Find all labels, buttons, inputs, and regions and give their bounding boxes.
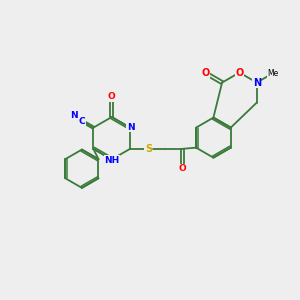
Text: N: N — [70, 111, 78, 120]
Text: O: O — [178, 164, 186, 173]
Text: N: N — [127, 122, 134, 131]
Text: Me: Me — [268, 68, 279, 77]
Text: C: C — [78, 117, 85, 126]
Text: O: O — [235, 68, 244, 78]
Text: NH: NH — [104, 155, 119, 164]
Text: O: O — [201, 68, 210, 78]
Text: S: S — [145, 144, 152, 154]
Text: O: O — [108, 92, 116, 101]
Text: N: N — [253, 78, 261, 88]
